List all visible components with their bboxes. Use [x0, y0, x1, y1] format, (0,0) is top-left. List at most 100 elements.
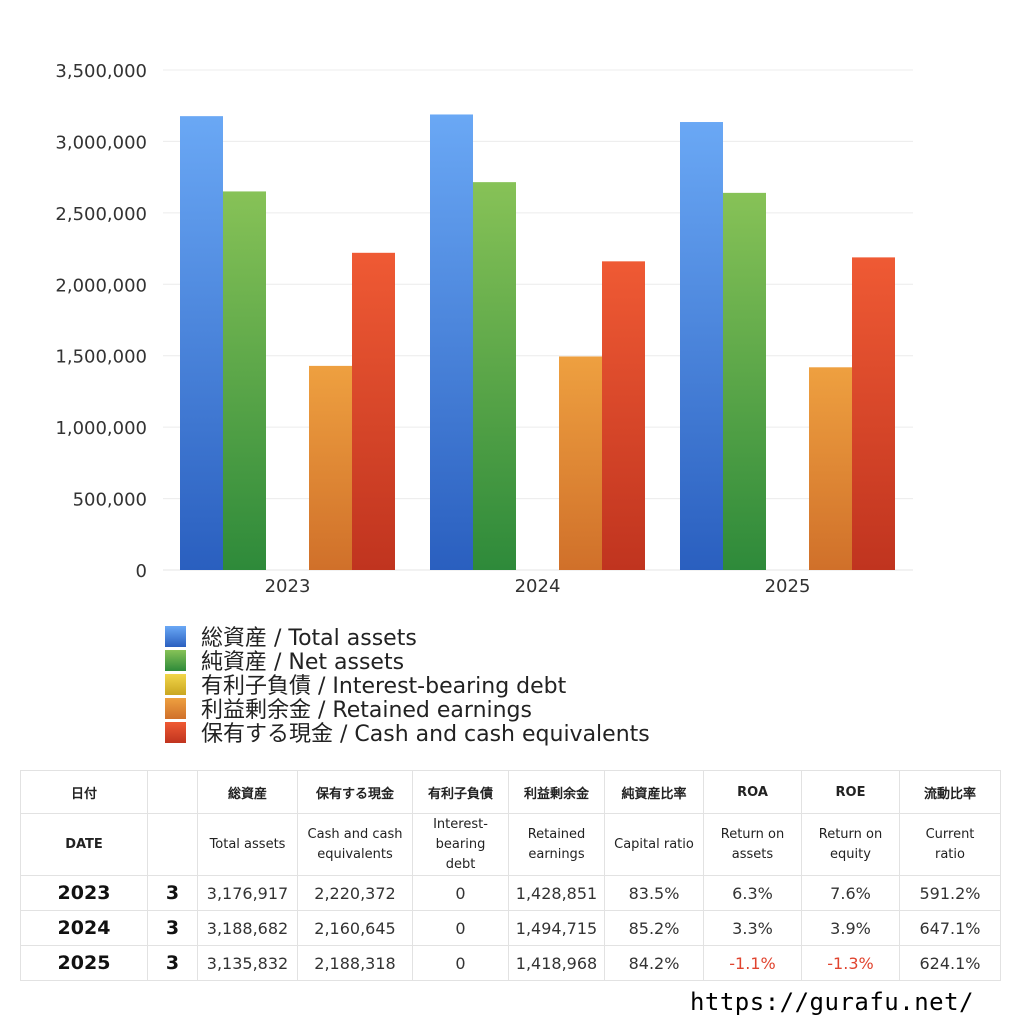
table-row: 2023 3 3,176,917 2,220,372 0 1,428,851 8… [20, 875, 1001, 911]
bar-2025-series-3 [809, 367, 852, 570]
header-cell: ROE [801, 770, 900, 814]
header-cell: 純資産比率 [604, 770, 704, 814]
header-cell: 流動比率 [899, 770, 1001, 814]
count-cell: 3 [147, 910, 198, 946]
legend-item-retained-earnings: 利益剰余金 / Retained earnings [165, 696, 650, 723]
bar-2024-series-4 [602, 261, 645, 570]
count-cell: 3 [147, 875, 198, 911]
date-cell: 2024 [20, 910, 148, 946]
y-tick-label: 2,000,000 [55, 275, 147, 296]
header-cell: 保有する現金 [297, 770, 413, 814]
header-cell: Interest- bearing debt [412, 813, 509, 876]
header-cell: Cash and cash equivalents [297, 813, 413, 876]
x-tick-label: 2023 [265, 576, 311, 597]
header-cell: Current ratio [899, 813, 1001, 876]
site-url[interactable]: https://gurafu.net/ [689, 988, 974, 1016]
bar-2025-series-4 [852, 257, 895, 570]
legend-label: 利益剰余金 / Retained earnings [201, 698, 532, 723]
capital-ratio-cell: 83.5% [604, 875, 704, 911]
legend-swatch [165, 673, 186, 695]
chart-legend: 総資産 / Total assets 純資産 / Net assets 有利子負… [165, 624, 650, 747]
legend-label: 総資産 / Total assets [201, 626, 417, 651]
current-ratio-cell: 624.1% [899, 945, 1001, 981]
legend-swatch [165, 721, 186, 743]
header-cell: Retained earnings [508, 813, 605, 876]
header-cell: 利益剰余金 [508, 770, 605, 814]
x-axis-ticks: 2023 2024 2025 [265, 576, 811, 597]
bar-2023-series-3 [309, 365, 352, 570]
roe-cell: 7.6% [801, 875, 900, 911]
total-assets-cell: 3,188,682 [197, 910, 298, 946]
legend-item-interest-bearing-debt: 有利子負債 / Interest-bearing debt [165, 672, 650, 699]
y-tick-label: 0 [136, 561, 147, 582]
header-cell: Capital ratio [604, 813, 704, 876]
header-cell: 有利子負債 [412, 770, 509, 814]
roa-cell: -1.1% [703, 945, 802, 981]
debt-cell: 0 [412, 875, 509, 911]
bar-chart: 0 500,000 1,000,000 1,500,000 2,000,000 2,500… [55, 61, 913, 597]
debt-cell: 0 [412, 945, 509, 981]
date-cell: 2023 [20, 875, 148, 911]
y-axis-ticks: 0 500,000 1,000,000 1,500,000 2,000,000 2,500… [55, 61, 147, 582]
y-tick-label: 1,000,000 [55, 418, 147, 439]
current-ratio-cell: 591.2% [899, 875, 1001, 911]
bar-2024-series-1 [473, 182, 516, 570]
retained-cell: 1,428,851 [508, 875, 605, 911]
legend-label: 保有する現金 / Cash and cash equivalents [201, 722, 650, 747]
header-cell: Return on assets [703, 813, 802, 876]
total-assets-cell: 3,176,917 [197, 875, 298, 911]
legend-label: 純資産 / Net assets [201, 650, 405, 675]
y-tick-label: 2,500,000 [55, 204, 147, 225]
bar-2023-series-4 [352, 252, 395, 570]
current-ratio-cell: 647.1% [899, 910, 1001, 946]
retained-cell: 1,494,715 [508, 910, 605, 946]
cash-cell: 2,160,645 [297, 910, 413, 946]
x-tick-label: 2024 [515, 576, 561, 597]
header-cell [147, 770, 198, 814]
header-cell: 日付 [20, 770, 148, 814]
y-tick-label: 500,000 [73, 490, 147, 511]
roa-cell: 6.3% [703, 875, 802, 911]
date-cell: 2025 [20, 945, 148, 981]
bar-2024-series-3 [559, 356, 602, 570]
header-cell: DATE [20, 813, 148, 876]
y-tick-label: 3,000,000 [55, 132, 147, 153]
grid-lines [163, 69, 913, 571]
bar-2023-series-1 [223, 191, 266, 570]
roe-cell: -1.3% [801, 945, 900, 981]
legend-swatch [165, 697, 186, 719]
header-cell: Total assets [197, 813, 298, 876]
header-cell [147, 813, 198, 876]
bar-2024-series-0 [430, 114, 473, 570]
bar-2025-series-1 [723, 192, 766, 570]
legend-item-total-assets: 総資産 / Total assets [165, 624, 650, 651]
legend-swatch [165, 649, 186, 671]
count-cell: 3 [147, 945, 198, 981]
y-tick-label: 1,500,000 [55, 347, 147, 368]
financial-table: 日付 総資産 保有する現金 有利子負債 利益剰余金 純資産比率 ROA ROE … [20, 770, 1001, 981]
roa-cell: 3.3% [703, 910, 802, 946]
capital-ratio-cell: 85.2% [604, 910, 704, 946]
legend-swatch [165, 625, 186, 647]
total-assets-cell: 3,135,832 [197, 945, 298, 981]
cash-cell: 2,188,318 [297, 945, 413, 981]
legend-item-net-assets: 純資産 / Net assets [165, 648, 650, 675]
header-cell: Return on equity [801, 813, 900, 876]
legend-item-cash: 保有する現金 / Cash and cash equivalents [165, 720, 650, 747]
roe-cell: 3.9% [801, 910, 900, 946]
table-row: 2025 3 3,135,832 2,188,318 0 1,418,968 8… [20, 945, 1001, 981]
y-tick-label: 3,500,000 [55, 61, 147, 82]
header-cell: 総資産 [197, 770, 298, 814]
table-header-en: DATE Total assets Cash and cash equivale… [20, 813, 1001, 876]
legend-label: 有利子負債 / Interest-bearing debt [201, 674, 567, 699]
table-header-jp: 日付 総資産 保有する現金 有利子負債 利益剰余金 純資産比率 ROA ROE … [20, 770, 1001, 814]
bar-2025-series-0 [680, 122, 723, 571]
x-tick-label: 2025 [765, 576, 811, 597]
bar-2023-series-0 [180, 116, 223, 570]
table-row: 2024 3 3,188,682 2,160,645 0 1,494,715 8… [20, 910, 1001, 946]
header-cell: ROA [703, 770, 802, 814]
capital-ratio-cell: 84.2% [604, 945, 704, 981]
debt-cell: 0 [412, 910, 509, 946]
bars [180, 114, 895, 571]
cash-cell: 2,220,372 [297, 875, 413, 911]
